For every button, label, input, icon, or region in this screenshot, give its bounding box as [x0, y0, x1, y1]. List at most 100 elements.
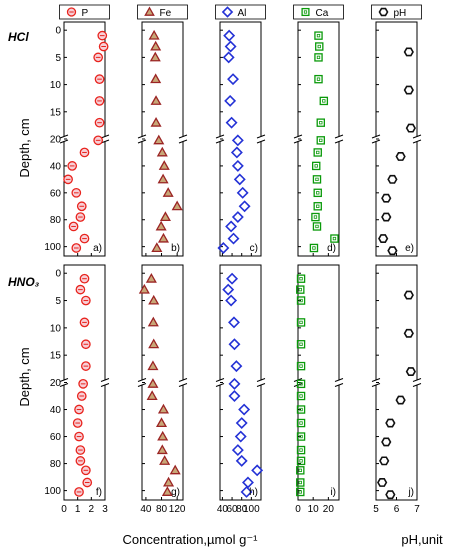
data-point-ca — [319, 96, 329, 106]
axis-break-mark — [256, 139, 266, 144]
axis-break-mark — [100, 378, 110, 382]
data-point-fe — [145, 272, 157, 283]
axis-break-gap — [336, 380, 342, 385]
panel-hcl-p: 0 5 10 15 20 40 60 80 100 a) — [44, 21, 110, 257]
data-point-al — [225, 294, 238, 307]
series-ca — [296, 274, 306, 497]
data-point-ph — [385, 490, 396, 500]
data-point-p — [74, 404, 84, 415]
axis-break-gap — [414, 137, 420, 141]
data-point-fe — [153, 134, 165, 145]
data-point-ca — [316, 118, 325, 127]
data-point-ph — [403, 85, 414, 95]
data-point-p — [94, 74, 105, 85]
axis-break-mark — [371, 139, 381, 144]
data-point-ca — [296, 418, 306, 428]
data-point-ph — [378, 234, 389, 243]
data-point-p — [81, 465, 91, 476]
row-label-hcl: HCl — [8, 30, 29, 44]
data-point-ca — [296, 432, 306, 441]
data-point-al — [231, 159, 244, 172]
data-point-ca — [312, 222, 322, 231]
data-point-al — [231, 444, 244, 457]
x-axis-label-concentration: Concentration,µmol g⁻¹ — [122, 532, 258, 547]
data-point-al — [228, 377, 241, 390]
data-point-fe — [158, 160, 170, 170]
axis-break-mark — [412, 383, 422, 387]
data-point-al — [231, 134, 244, 147]
data-point-p — [79, 317, 90, 328]
x-tick-label-fe: 120 — [169, 504, 186, 515]
data-point-fe — [157, 430, 169, 441]
axis-break-mark — [137, 378, 147, 382]
axis-break-mark — [178, 139, 188, 144]
data-point-ph — [405, 123, 416, 133]
legend-item-ph: pH — [371, 4, 422, 20]
row-label-hno3: HNO₃ — [8, 275, 40, 289]
data-point-fe — [151, 242, 163, 252]
y-tick-label: 80 — [50, 459, 62, 470]
data-point-fe — [157, 173, 169, 184]
y-tick-label: 0 — [55, 26, 61, 37]
data-point-fe — [159, 455, 171, 465]
data-point-fe — [149, 51, 161, 62]
data-point-ph — [381, 437, 392, 447]
data-point-fe — [161, 486, 173, 496]
data-point-ca — [330, 234, 339, 243]
data-point-p — [75, 456, 86, 466]
y-tick-label: 60 — [50, 188, 62, 199]
data-point-al — [228, 390, 241, 402]
data-point-ph — [403, 47, 414, 57]
axis-break-mark — [137, 139, 147, 144]
data-point-p — [98, 41, 109, 52]
panel-label: h) — [249, 487, 258, 498]
y-tick-label: 100 — [44, 486, 61, 497]
data-point-fe — [156, 146, 168, 157]
series-p — [72, 273, 93, 497]
axis-break-gap — [180, 380, 186, 385]
data-point-p — [68, 221, 79, 232]
x-tick-label-ph: 6 — [394, 504, 400, 515]
data-point-al — [224, 94, 237, 107]
data-point-ca — [313, 202, 322, 211]
y-tick-label: 40 — [50, 405, 62, 416]
panel-label: f) — [96, 487, 102, 498]
x-tick-label-al: 60 — [226, 504, 238, 515]
series-al — [222, 272, 264, 498]
data-point-p — [71, 187, 82, 198]
legend-label-al: Al — [238, 8, 247, 19]
axis-break-mark — [178, 383, 188, 387]
data-point-p — [75, 445, 86, 455]
series-ph — [378, 47, 416, 256]
data-point-al — [242, 476, 254, 489]
data-point-al — [222, 51, 235, 64]
y-axis-label-top: Depth, cm — [17, 118, 32, 177]
y-tick-label: 15 — [50, 351, 62, 362]
x-tick-label-ph: 7 — [414, 504, 420, 515]
data-point-fe — [156, 444, 168, 455]
data-point-ph — [381, 212, 392, 222]
series-fe — [148, 29, 183, 252]
x-tick-label-al: 80 — [236, 504, 248, 515]
y-tick-label: 5 — [55, 53, 61, 64]
data-point-al — [235, 454, 248, 467]
panel-hcl-fe: b) — [137, 21, 188, 257]
data-point-fe — [148, 29, 160, 40]
data-point-al — [238, 200, 251, 213]
data-point-ca — [311, 212, 320, 222]
data-point-ca — [313, 148, 322, 157]
data-point-ca — [315, 42, 324, 51]
y-tick-label: 15 — [50, 107, 62, 118]
data-point-al — [236, 186, 249, 199]
data-point-ph — [405, 367, 416, 377]
x-tick-label-ph: 5 — [373, 504, 379, 515]
axis-break-mark — [178, 134, 188, 139]
data-point-p — [72, 418, 83, 428]
axis-break-mark — [412, 378, 422, 382]
data-point-ca — [296, 466, 305, 475]
data-point-p — [76, 391, 87, 401]
data-point-al — [227, 73, 239, 86]
axis-break-mark — [412, 139, 422, 144]
y-tick-label: 20 — [50, 378, 62, 389]
data-point-ph — [385, 418, 396, 428]
